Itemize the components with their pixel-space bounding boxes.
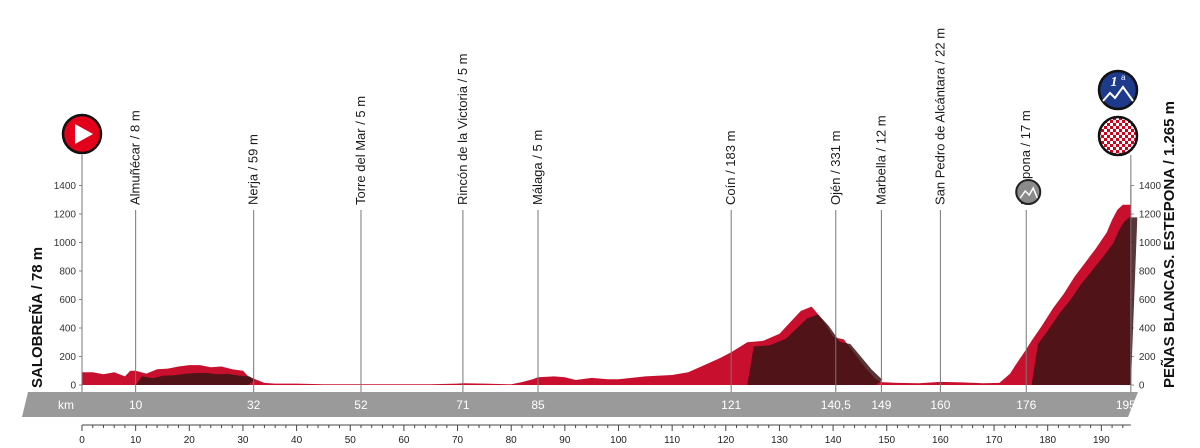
elevation-shade	[747, 314, 883, 385]
km-band-label: 85	[531, 398, 545, 412]
waypoint-label: Almuñécar / 8 m	[128, 110, 143, 205]
climb3-peaks	[1019, 186, 1038, 199]
x-tick-label: 20	[184, 435, 196, 446]
km-band-shape	[22, 392, 1138, 417]
km-band-label: 140,5	[821, 398, 851, 412]
waypoint-label: Marbella / 12 m	[873, 115, 888, 205]
climb-category-suffix: a	[1121, 73, 1126, 82]
km-band-labels: 10 32 52 71 85 121 140,5 149 160 176 195,5	[129, 398, 1146, 412]
y-tick-label-right: 200	[1139, 352, 1156, 363]
y-tick-label-left: 400	[59, 324, 76, 335]
start-icon-triangle	[75, 124, 93, 144]
climb-category-number: 1	[1111, 75, 1118, 90]
waypoint-label: Nerja / 59 m	[246, 134, 261, 205]
finish-checkered-icon	[1097, 115, 1139, 157]
x-tick-label: 70	[452, 435, 464, 446]
km-band-label: 195,5	[1116, 398, 1146, 412]
y-tick-label-right: 800	[1139, 267, 1156, 278]
y-tick-label-right: 1000	[1139, 238, 1162, 249]
km-band-label: 10	[129, 398, 143, 412]
km-band-label: 160	[930, 398, 950, 412]
y-tick-label-right: 1200	[1139, 210, 1162, 221]
elevation-profile	[82, 204, 1138, 385]
km-band-label: 121	[721, 398, 741, 412]
climb-badge-peaks	[1102, 85, 1134, 102]
x-tick-label: 110	[664, 435, 680, 446]
y-tick-label-left: 1000	[54, 238, 77, 249]
climb3-circle	[1015, 179, 1042, 205]
start-location-label: SALOBREÑA / 78 m	[28, 247, 46, 388]
x-axis: 0 10 20 30 40 50 60 70 80 90 100 110 120 130 140 150 160…	[79, 424, 1131, 446]
x-tick-label: 130	[771, 435, 788, 446]
start-play-icon	[61, 113, 103, 155]
x-tick-label: 90	[559, 435, 571, 446]
mountain-third-category-icon	[1015, 179, 1042, 205]
waypoint-label: Rincón de la Victoria / 5 m	[455, 54, 470, 206]
waypoint-label: Málaga / 5 m	[530, 130, 545, 205]
y-axis-left: 0 200 400 600 800 1000 1200 1400	[54, 181, 83, 392]
waypoint-label: Ojén / 331 m	[828, 131, 843, 205]
waypoint-label: Coín / 183 m	[723, 131, 738, 205]
climb-badge-circle	[1097, 69, 1139, 111]
km-band-label: 52	[354, 398, 368, 412]
km-band-unit: km	[58, 398, 74, 412]
km-band: km	[22, 392, 1138, 417]
km-band-label: 71	[456, 398, 470, 412]
x-tick-label: 150	[878, 435, 895, 446]
x-tick-label: 10	[130, 435, 142, 446]
y-tick-label-right: 1400	[1139, 181, 1162, 192]
x-tick-label: 120	[717, 435, 734, 446]
y-tick-label-left: 1400	[54, 181, 77, 192]
y-tick-label-left: 1200	[54, 210, 77, 221]
y-tick-label-left: 200	[59, 352, 76, 363]
x-tick-label: 160	[932, 435, 949, 446]
elevation-shade	[135, 373, 255, 385]
finish-location-label: PEÑAS BLANCAS. ESTEPONA / 1.265 m	[1160, 101, 1178, 388]
elevation-area	[82, 204, 1131, 385]
waypoint-label: San Pedro de Alcántara / 22 m	[932, 28, 947, 205]
x-tick-label: 140	[825, 435, 842, 446]
x-tick-label: 180	[1039, 435, 1056, 446]
km-band-label: 149	[871, 398, 891, 412]
waypoint-label: Torre del Mar / 5 m	[353, 96, 368, 205]
km-band-label: 32	[247, 398, 261, 412]
x-tick-label: 50	[345, 435, 357, 446]
x-tick-label: 100	[610, 435, 627, 446]
y-axis-right: 0 200 400 600 800 1000 1200 1400	[1130, 181, 1162, 392]
x-tick-label: 40	[291, 435, 303, 446]
finish-icon-circle	[1097, 115, 1139, 157]
y-tick-label-left: 0	[70, 381, 76, 392]
elevation-shade	[1031, 217, 1138, 385]
x-tick-label: 60	[398, 435, 410, 446]
y-tick-label-left: 800	[59, 267, 76, 278]
y-tick-label-right: 400	[1139, 324, 1156, 335]
y-tick-label-left: 600	[59, 295, 76, 306]
x-tick-label: 30	[237, 435, 249, 446]
x-tick-label: 0	[79, 435, 85, 446]
x-tick-label: 170	[986, 435, 1003, 446]
y-tick-label-right: 0	[1139, 381, 1145, 392]
waypoint-labels: Almuñécar / 8 m Nerja / 59 m Torre del Mar…	[128, 28, 1034, 205]
x-tick-label: 80	[506, 435, 518, 446]
y-tick-label-right: 600	[1139, 295, 1156, 306]
waypoint-lines	[81, 155, 1132, 392]
km-band-label: 176	[1016, 398, 1036, 412]
x-tick-label: 190	[1093, 435, 1110, 446]
